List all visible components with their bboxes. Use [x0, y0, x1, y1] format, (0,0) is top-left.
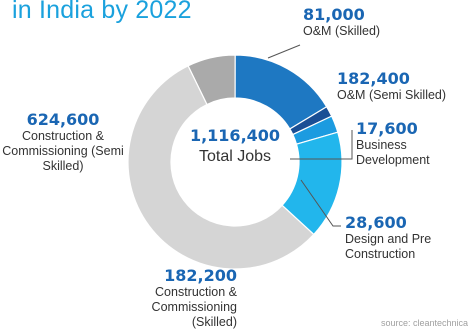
leader-om-skilled: [267, 44, 301, 59]
value-cc-skilled: 182,200: [164, 266, 237, 285]
value-cc-semi-skilled: 624,600: [26, 110, 100, 129]
label-cc-skilled: 182,200 Construction & Commissioning (Sk…: [110, 266, 237, 330]
label-design-pre-construction: 28,600 Design and Pre Construction: [345, 213, 450, 262]
value-om-semi-skilled: 182,400: [337, 69, 410, 88]
value-business-development: 17,600: [356, 119, 418, 138]
value-om-skilled: 81,000: [303, 5, 365, 24]
value-design-pre-construction: 28,600: [345, 213, 407, 232]
caption-design-pre-construction: Design and Pre Construction: [345, 232, 432, 262]
leader-business-development: [290, 130, 353, 160]
caption-cc-skilled: Construction & Commissioning (Skilled): [151, 285, 237, 330]
caption-om-skilled: O&M (Skilled): [303, 24, 381, 39]
donut-slices: [127, 54, 343, 270]
leader-lines: [267, 44, 353, 227]
leader-design-pre-construction: [300, 179, 341, 227]
label-om-skilled: 81,000 O&M (Skilled): [303, 5, 380, 39]
total-jobs-value: 1,116,400: [189, 126, 281, 145]
total-jobs-caption: Total Jobs: [198, 148, 272, 165]
caption-business-development: Business Development: [356, 138, 430, 168]
caption-cc-semi-skilled: Construction & Commissioning (Semi Skill…: [2, 129, 124, 174]
source-note: source: cleantechnica: [380, 318, 468, 328]
label-cc-semi-skilled: 624,600 Construction & Commissioning (Se…: [0, 110, 126, 174]
slice-cc-semi-skilled: [127, 65, 315, 270]
caption-om-semi-skilled: O&M (Semi Skilled): [337, 88, 447, 103]
chart-title: in India by 2022: [12, 0, 192, 24]
label-om-semi-skilled: 182,400 O&M (Semi Skilled): [337, 69, 446, 103]
label-business-development: 17,600 Business Development: [356, 119, 466, 168]
